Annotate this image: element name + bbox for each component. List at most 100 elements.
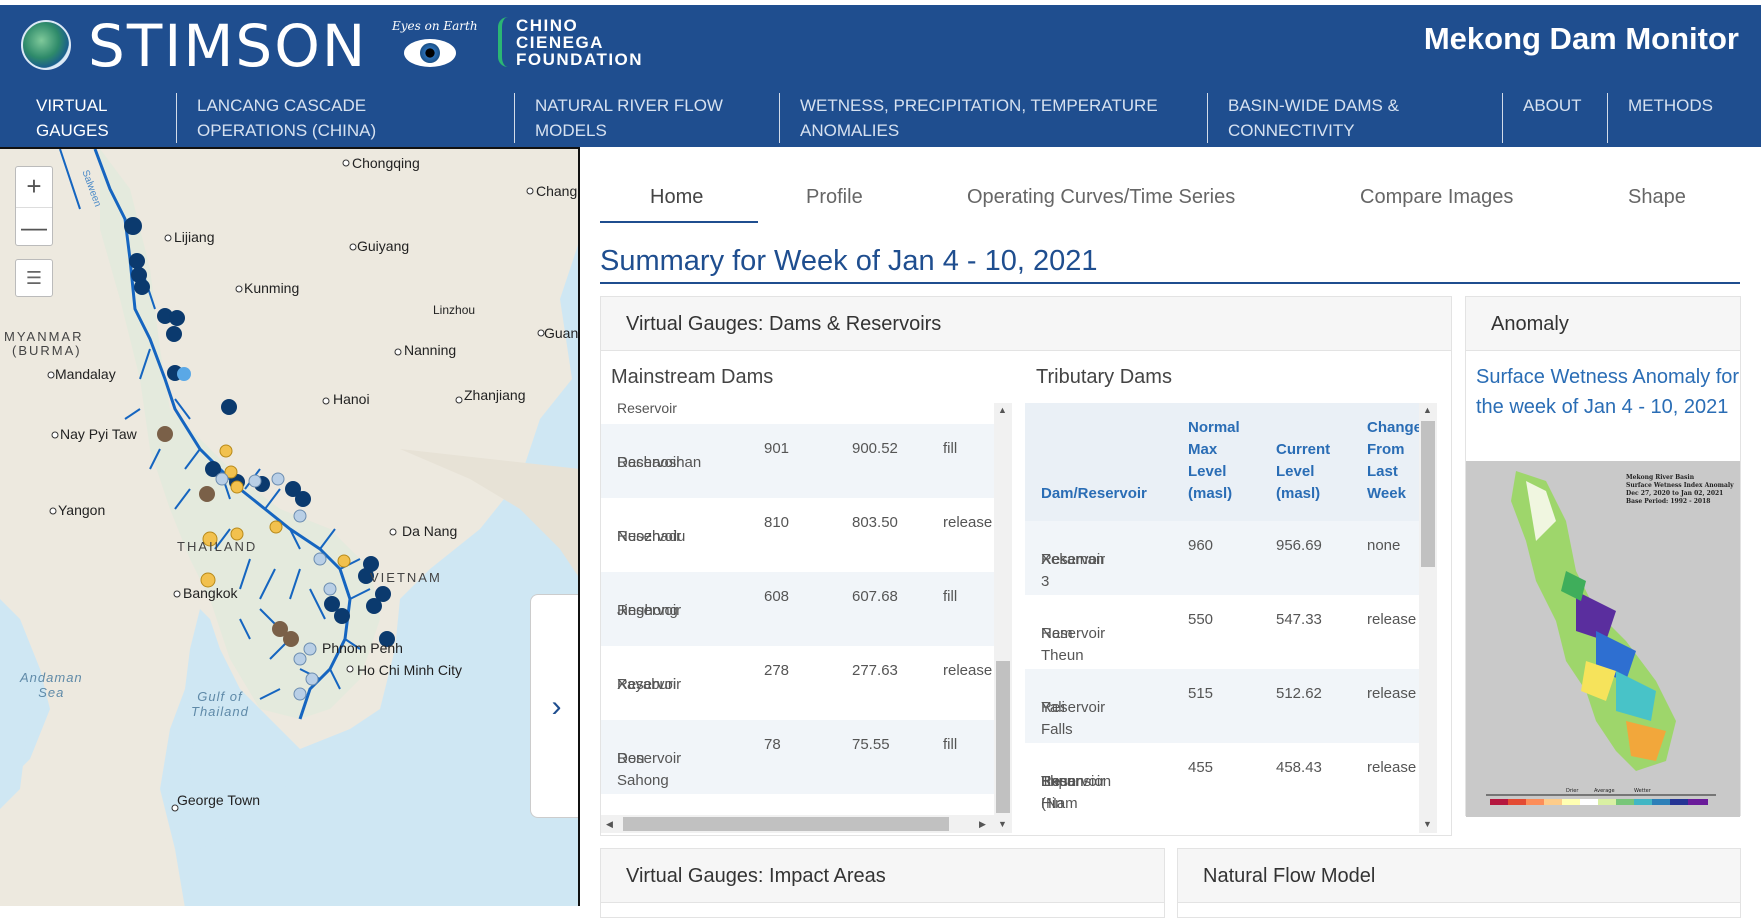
yellow-markers[interactable]: [200, 444, 351, 588]
mainstream-dams-table[interactable]: Reservoir Dachaoshan Reservoir 901 900.52…: [601, 403, 995, 808]
scroll-up-icon[interactable]: ▲: [1423, 405, 1432, 415]
tab-home[interactable]: Home: [650, 186, 704, 208]
nav-wetness-anomalies[interactable]: WETNESS, PRECIPITATION, TEMPERATURE ANOMA…: [800, 96, 1158, 140]
max-level: 515: [1188, 685, 1214, 702]
nav-natural-river-flow[interactable]: NATURAL RIVER FLOW MODELS: [535, 96, 723, 140]
nav-divider: [176, 93, 177, 143]
map-label-hanoi: Hanoi: [333, 391, 370, 407]
wetness-anomaly-map[interactable]: Mekong River Basin Surface Wetness Index…: [1466, 461, 1740, 817]
nav-lancang-cascade[interactable]: LANCANG CASCADE OPERATIONS (CHINA): [197, 96, 377, 140]
map-label-myanmar: MYANMAR: [4, 329, 84, 344]
content-tabs: Home Profile Operating Curves/Time Serie…: [600, 170, 1740, 226]
tab-shape[interactable]: Shape: [1628, 186, 1686, 208]
nav-virtual-gauges[interactable]: VIRTUAL GAUGES: [36, 96, 109, 140]
table-header: Dam/Reservoir Normal Max Level (masl) Cu…: [1025, 403, 1419, 521]
max-level: 901: [764, 440, 790, 457]
map-label-bangkok: Bangkok: [183, 585, 238, 601]
col-current-level[interactable]: Current Level (masl): [1276, 441, 1331, 502]
anomaly-card-title: Anomaly: [1466, 297, 1740, 351]
change: none: [1367, 537, 1401, 554]
scrollbar-thumb[interactable]: [623, 817, 949, 831]
table-row[interactable]: Don Sahong Reservoir 78 75.55 fill: [601, 720, 995, 794]
scroll-left-icon[interactable]: ◀: [606, 819, 613, 829]
tab-profile[interactable]: Profile: [806, 186, 863, 208]
mainstream-horizontal-scrollbar[interactable]: ◀ ▶: [601, 815, 994, 833]
stimson-logo[interactable]: STIMSON: [88, 12, 368, 80]
table-row[interactable]: Xekaman 3 Reservoir 960 956.69 none: [1025, 521, 1419, 595]
zoom-in-button[interactable]: +: [26, 171, 42, 201]
table-row[interactable]: Reservoir: [617, 403, 677, 416]
sea-area: [0, 649, 30, 809]
col-dam-reservoir[interactable]: Dam/Reservoir: [1041, 485, 1147, 502]
scroll-down-icon[interactable]: ▼: [998, 819, 1007, 829]
gauge-markers[interactable]: [124, 217, 395, 647]
map-canvas: [0, 149, 578, 906]
tributary-vertical-scrollbar[interactable]: ▲ ▼: [1419, 403, 1437, 833]
impact-areas-title: Virtual Gauges: Impact Areas: [601, 849, 1164, 903]
nav-basin-wide-dams[interactable]: BASIN-WIDE DAMS & CONNECTIVITY: [1228, 96, 1399, 140]
map-label-nanning: Nanning: [404, 342, 457, 358]
tributary-dams-table[interactable]: Dam/Reservoir Normal Max Level (masl) Cu…: [1025, 403, 1419, 833]
top-strip: [0, 0, 1761, 5]
zoom-out-button[interactable]: —: [16, 207, 52, 247]
current-level: 75.55: [852, 736, 890, 753]
map-label-yangon: Yangon: [58, 502, 106, 518]
usgs-globe-logo[interactable]: [21, 20, 71, 70]
scroll-down-icon[interactable]: ▼: [1423, 819, 1432, 829]
brown-markers[interactable]: [157, 426, 299, 647]
blue-marker[interactable]: [177, 367, 191, 381]
legend-labels: Drier Average Wetter: [1566, 788, 1652, 794]
active-tab-indicator: [600, 221, 758, 223]
current-level: 900.52: [852, 440, 898, 457]
scrollbar-thumb[interactable]: [996, 661, 1010, 813]
gulf-area: [190, 689, 300, 849]
current-level: 803.50: [852, 514, 898, 531]
grey-markers[interactable]: [215, 472, 337, 701]
max-level: 810: [764, 514, 790, 531]
anomaly-link[interactable]: Surface Wetness Anomaly for the week of …: [1476, 366, 1740, 418]
summary-rule: [600, 282, 1740, 284]
basin-map[interactable]: Chongqing Chang Lijiang Guiyang Kunming …: [0, 147, 580, 906]
nav-about[interactable]: ABOUT: [1523, 96, 1582, 115]
collapse-panel-button[interactable]: ›: [530, 594, 578, 818]
tab-compare-images[interactable]: Compare Images: [1360, 186, 1514, 208]
scroll-up-icon[interactable]: ▲: [998, 405, 1007, 415]
eyes-logo-text: Eyes on Earth: [392, 19, 478, 33]
col-normal-max-level[interactable]: Normal Max Level (masl): [1188, 419, 1240, 502]
mainstream-vertical-scrollbar[interactable]: ▲ ▼: [994, 403, 1012, 833]
col-change-from-last-week[interactable]: Change From Last Week: [1367, 419, 1419, 502]
map-label-vietnam: VIETNAM: [370, 570, 442, 585]
table-row[interactable]: Yali Falls Reservoir 515 512.62 release: [1025, 669, 1419, 743]
nav-methods[interactable]: METHODS: [1628, 96, 1713, 115]
land-area: [400, 449, 578, 576]
table-row[interactable]: Jinghong Reservoir 608 607.68 fill: [601, 572, 995, 646]
current-level: 956.69: [1276, 537, 1322, 554]
table-row[interactable]: Xayaburi Reservoir 278 277.63 release: [617, 662, 993, 693]
scrollbar-thumb[interactable]: [1421, 421, 1435, 567]
map-label-zhanjiang: Zhanjiang: [464, 387, 526, 403]
tab-operating-curves[interactable]: Operating Curves/Time Series: [967, 186, 1236, 208]
scroll-right-icon[interactable]: ▶: [979, 819, 986, 829]
salween-river: [59, 149, 81, 210]
dams-card-title: Virtual Gauges: Dams & Reservoirs: [601, 297, 1451, 351]
table-row[interactable]: Nuozhadu Reservoir 810 803.50 release: [617, 514, 993, 545]
map-label-danang: Da Nang: [402, 523, 458, 539]
impact-areas-card: Virtual Gauges: Impact Areas: [600, 848, 1165, 918]
table-row[interactable]: Dachaoshan Reservoir 901 900.52 fill: [601, 424, 995, 498]
change: release: [943, 662, 993, 679]
table-row[interactable]: Nam Theun 2Reservoir 550 547.33 release: [1041, 611, 1417, 686]
eyes-on-earth-logo[interactable]: Eyes on Earth: [390, 19, 478, 71]
change: release: [1367, 611, 1417, 628]
site-title[interactable]: Mekong Dam Monitor: [1423, 21, 1739, 56]
current-level: 547.33: [1276, 611, 1322, 628]
change: fill: [943, 440, 958, 457]
layers-button[interactable]: ☰: [15, 259, 53, 297]
nav-divider: [1607, 93, 1608, 143]
list-icon: ☰: [25, 268, 43, 288]
change: release: [943, 514, 993, 531]
table-row[interactable]: Theun-Hin Boun Expansion Reservoir (Nam 455…: [1041, 759, 1417, 812]
max-level: 608: [764, 588, 790, 605]
summary-title: Summary for Week of Jan 4 - 10, 2021: [600, 245, 1098, 277]
anomaly-map-title: Mekong River Basin Surface Wetness Index…: [1626, 474, 1736, 505]
current-level: 458.43: [1276, 759, 1322, 776]
